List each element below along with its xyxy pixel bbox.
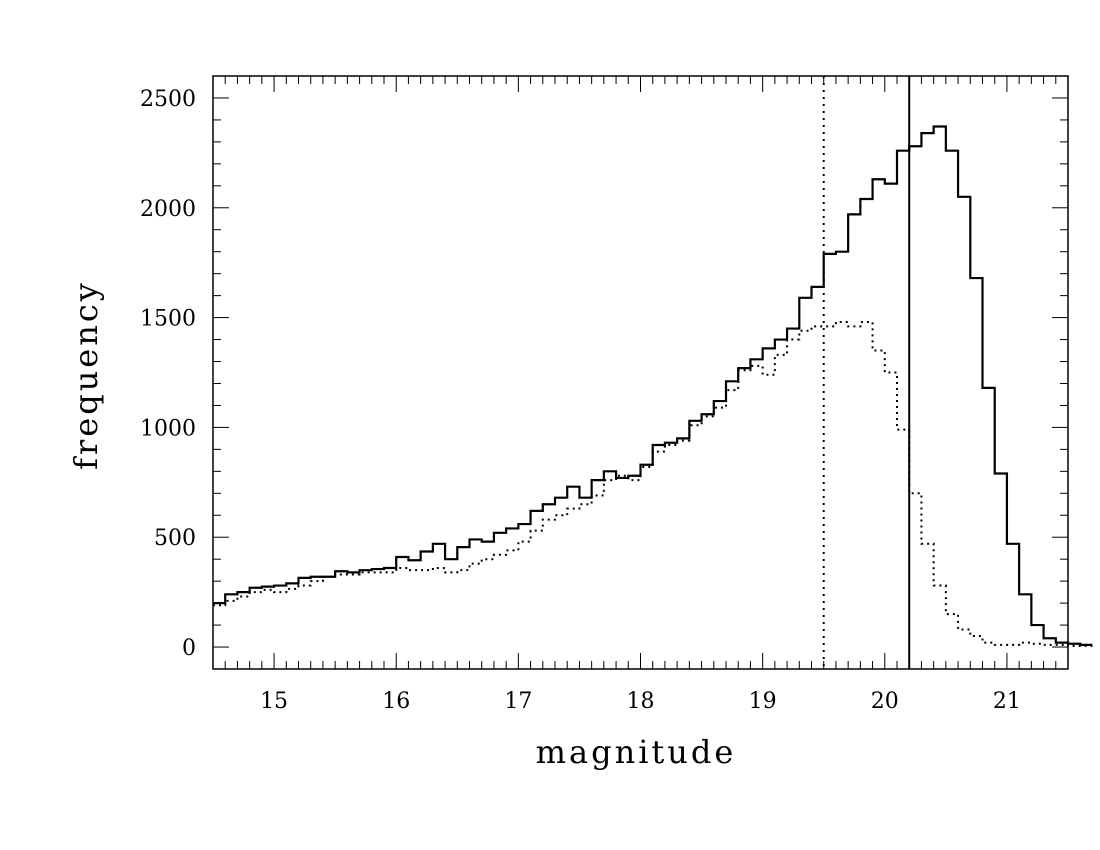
series-dotted-histogram	[213, 320, 1093, 647]
y-axis-title: frequency	[67, 280, 105, 470]
y-tick-label: 2500	[140, 87, 196, 112]
plot-frame	[212, 75, 1069, 670]
x-tick-label: 20	[871, 689, 899, 714]
x-tick-label: 21	[993, 689, 1021, 714]
x-tick-label: 18	[627, 689, 655, 714]
x-tick-label: 15	[260, 689, 288, 714]
y-axis-ticks: 0 500 1000 1500 2000 2500	[140, 75, 1068, 670]
x-tick-label: 16	[382, 689, 410, 714]
x-tick-label: 19	[749, 689, 777, 714]
y-tick-label: 500	[154, 526, 196, 551]
y-tick-label: 2000	[140, 197, 196, 222]
series-solid-histogram	[213, 125, 1093, 646]
x-axis-title: magnitude	[536, 733, 737, 771]
series-group	[213, 125, 1093, 647]
y-tick-label: 0	[182, 636, 196, 661]
y-tick-label: 1500	[140, 307, 196, 332]
plot-frame-rect	[212, 75, 1069, 670]
reference-lines	[822, 76, 911, 669]
x-axis-ticks: 15 16 17 18 19 20 21	[212, 76, 1069, 714]
x-tick-label: 17	[504, 689, 532, 714]
y-tick-label: 1000	[140, 416, 196, 441]
